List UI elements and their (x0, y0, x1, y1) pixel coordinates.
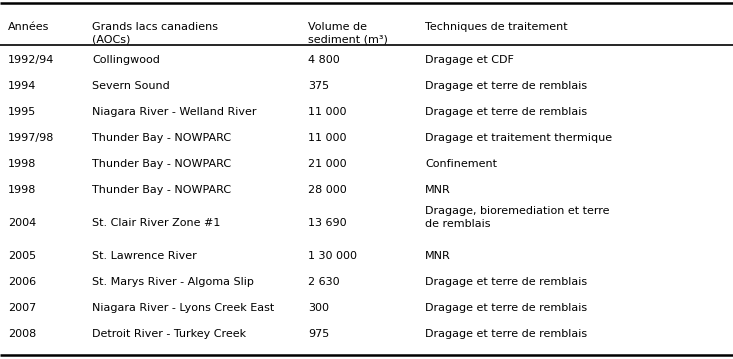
Text: MNR: MNR (425, 185, 451, 195)
Text: Thunder Bay - NOWPARC: Thunder Bay - NOWPARC (92, 133, 231, 143)
Text: Niagara River - Welland River: Niagara River - Welland River (92, 107, 257, 117)
Text: 2004: 2004 (8, 218, 36, 228)
Text: 1998: 1998 (8, 159, 37, 169)
Text: MNR: MNR (425, 251, 451, 261)
Text: 11 000: 11 000 (308, 133, 347, 143)
Text: Dragage et traitement thermique: Dragage et traitement thermique (425, 133, 612, 143)
Text: 1998: 1998 (8, 185, 37, 195)
Text: 4 800: 4 800 (308, 55, 340, 65)
Text: 975: 975 (308, 329, 329, 339)
Text: 1994: 1994 (8, 81, 37, 91)
Text: Dragage et terre de remblais: Dragage et terre de remblais (425, 303, 587, 313)
Text: 28 000: 28 000 (308, 185, 347, 195)
Text: Confinement: Confinement (425, 159, 497, 169)
Text: 1992/94: 1992/94 (8, 55, 54, 65)
Text: 2005: 2005 (8, 251, 36, 261)
Text: Severn Sound: Severn Sound (92, 81, 170, 91)
Text: 2006: 2006 (8, 277, 36, 287)
Text: 2 630: 2 630 (308, 277, 339, 287)
Text: 13 690: 13 690 (308, 218, 347, 228)
Text: Années: Années (8, 22, 49, 32)
Text: Collingwood: Collingwood (92, 55, 160, 65)
Text: St. Lawrence River: St. Lawrence River (92, 251, 196, 261)
Text: Dragage et CDF: Dragage et CDF (425, 55, 514, 65)
Text: Techniques de traitement: Techniques de traitement (425, 22, 567, 32)
Text: 1995: 1995 (8, 107, 36, 117)
Text: Dragage et terre de remblais: Dragage et terre de remblais (425, 277, 587, 287)
Text: Grands lacs canadiens
(AOCs): Grands lacs canadiens (AOCs) (92, 22, 218, 45)
Text: Dragage et terre de remblais: Dragage et terre de remblais (425, 107, 587, 117)
Text: Detroit River - Turkey Creek: Detroit River - Turkey Creek (92, 329, 246, 339)
Text: Dragage, bioremediation et terre
de remblais: Dragage, bioremediation et terre de remb… (425, 206, 610, 229)
Text: 11 000: 11 000 (308, 107, 347, 117)
Text: 2007: 2007 (8, 303, 36, 313)
Text: 375: 375 (308, 81, 329, 91)
Text: 21 000: 21 000 (308, 159, 347, 169)
Text: 300: 300 (308, 303, 329, 313)
Text: St. Marys River - Algoma Slip: St. Marys River - Algoma Slip (92, 277, 254, 287)
Text: Dragage et terre de remblais: Dragage et terre de remblais (425, 329, 587, 339)
Text: Thunder Bay - NOWPARC: Thunder Bay - NOWPARC (92, 185, 231, 195)
Text: St. Clair River Zone #1: St. Clair River Zone #1 (92, 218, 221, 228)
Text: 1997/98: 1997/98 (8, 133, 54, 143)
Text: 1 30 000: 1 30 000 (308, 251, 357, 261)
Text: Volume de
sediment (m³): Volume de sediment (m³) (308, 22, 388, 45)
Text: Niagara River - Lyons Creek East: Niagara River - Lyons Creek East (92, 303, 274, 313)
Text: Dragage et terre de remblais: Dragage et terre de remblais (425, 81, 587, 91)
Text: Thunder Bay - NOWPARC: Thunder Bay - NOWPARC (92, 159, 231, 169)
Text: 2008: 2008 (8, 329, 36, 339)
